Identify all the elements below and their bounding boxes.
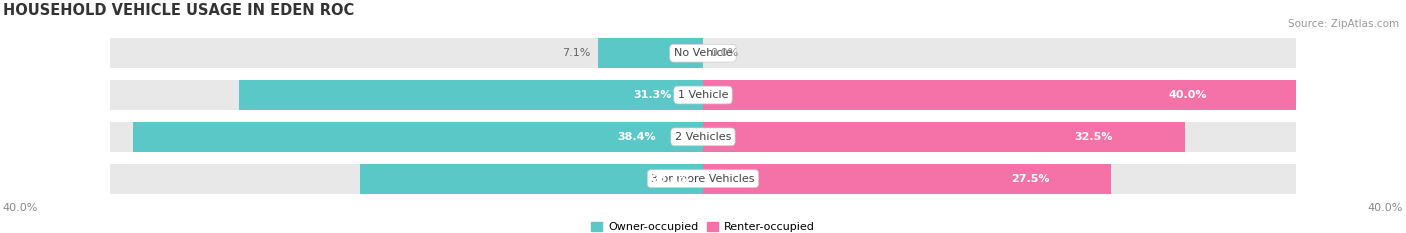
Bar	[110, 122, 703, 152]
Bar	[110, 38, 703, 68]
Bar	[703, 38, 1296, 68]
Text: 31.3%: 31.3%	[633, 90, 672, 100]
Text: 32.5%: 32.5%	[1074, 132, 1112, 142]
Text: 3 or more Vehicles: 3 or more Vehicles	[651, 174, 755, 184]
Bar	[360, 164, 703, 194]
Text: 0.0%: 0.0%	[710, 48, 738, 58]
Text: No Vehicle: No Vehicle	[673, 48, 733, 58]
Bar	[110, 164, 703, 194]
Bar	[110, 80, 703, 110]
Bar	[703, 164, 1296, 194]
Bar	[703, 122, 1296, 152]
Text: 27.5%: 27.5%	[1011, 174, 1050, 184]
Bar	[703, 80, 1296, 110]
Text: 40.0%: 40.0%	[3, 203, 38, 213]
Text: 40.0%: 40.0%	[1368, 203, 1403, 213]
Text: 23.1%: 23.1%	[651, 174, 690, 184]
Text: HOUSEHOLD VEHICLE USAGE IN EDEN ROC: HOUSEHOLD VEHICLE USAGE IN EDEN ROC	[3, 3, 354, 18]
Legend: Owner-occupied, Renter-occupied: Owner-occupied, Renter-occupied	[592, 222, 814, 232]
Text: 40.0%: 40.0%	[1168, 90, 1208, 100]
Text: 1 Vehicle: 1 Vehicle	[678, 90, 728, 100]
Bar	[703, 80, 1296, 110]
Bar	[703, 164, 1111, 194]
Text: 7.1%: 7.1%	[562, 48, 591, 58]
Bar	[134, 122, 703, 152]
Text: 2 Vehicles: 2 Vehicles	[675, 132, 731, 142]
Bar	[703, 122, 1185, 152]
Bar	[239, 80, 703, 110]
Bar	[598, 38, 703, 68]
Text: Source: ZipAtlas.com: Source: ZipAtlas.com	[1288, 19, 1399, 29]
Text: 38.4%: 38.4%	[617, 132, 657, 142]
